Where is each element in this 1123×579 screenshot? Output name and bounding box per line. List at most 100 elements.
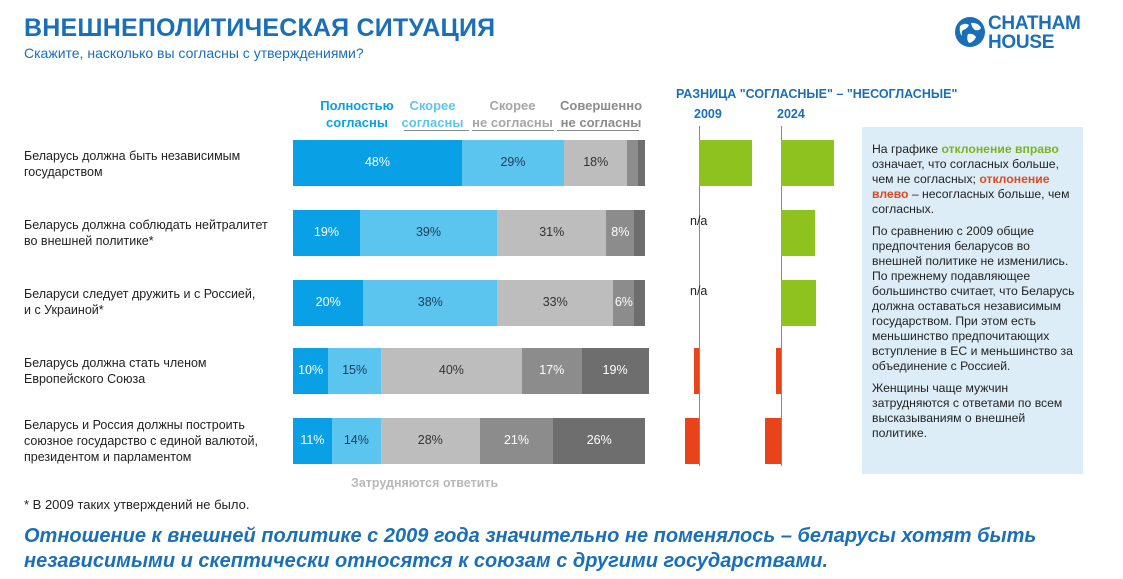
segment-value-label: 11% [300, 433, 325, 447]
segment-value-label: 33% [542, 295, 568, 309]
row-label-line: президентом и парламентом [24, 450, 192, 464]
difference-bar-positive [781, 280, 817, 326]
stacked-bar-row-2: 19% 39% 31% 8% [293, 210, 645, 256]
segment-value-label: 21% [503, 433, 530, 447]
stacked-bar-row-1: 48% 29% 18% [293, 140, 645, 186]
segment-value-label: 19% [313, 225, 339, 239]
segment-fully-agree: 20% [293, 280, 364, 326]
segment-rather-disagree: 33% [497, 280, 614, 326]
header-rather-agree: Скорее согласны [395, 97, 470, 131]
row-label-line: Беларусь должна быть независимым [24, 149, 241, 163]
segment-fully-disagree: 6% [613, 280, 635, 326]
header-fully-disagree: Совершенно не согласны [555, 97, 647, 131]
segment-value-label: 19% [602, 363, 628, 377]
header-underline [557, 130, 639, 131]
segment-value-label: 6% [614, 295, 633, 309]
row-label-line: Европейского Союза [24, 372, 146, 386]
logo-text: CHATHAM HOUSE [988, 14, 1081, 52]
row-label-independence: Беларусь должна быть независимым государ… [24, 148, 289, 180]
row-label-eu: Беларусь должна стать членом Европейског… [24, 355, 289, 387]
segment-rather-disagree: 31% [497, 210, 607, 256]
conclusion-text: Отношение к внешней политике с 2009 года… [24, 525, 1037, 572]
page-title: ВНЕШНЕПОЛИТИЧЕСКАЯ СИТУАЦИЯ [24, 14, 496, 42]
header-fully-agree: Полностью согласны [312, 97, 402, 131]
year-label-2024: 2024 [777, 107, 805, 121]
segment-value-label: 20% [315, 295, 341, 309]
explanation-box: На графике отклонение вправо означает, ч… [862, 127, 1083, 474]
segment-fully-disagree [627, 140, 638, 186]
difference-bar-negative [776, 348, 781, 394]
segment-fully-agree: 48% [293, 140, 462, 186]
row-label-union-state: Беларусь и Россия должны построить союзн… [24, 417, 289, 465]
segment-fully-disagree: 17% [521, 348, 582, 394]
chatham-house-logo: CHATHAM HOUSE [954, 14, 1094, 58]
segment-fully-agree: 19% [293, 210, 360, 256]
header-rather-disagree: Скорее не согласны [470, 97, 555, 131]
segment-value-label: 31% [539, 225, 565, 239]
note-text: означает, что согласных больше, чем не с… [872, 157, 1059, 186]
logo-line-1: CHATHAM [988, 13, 1081, 34]
segment-fully-agree: 10% [293, 348, 329, 394]
header-underline [404, 130, 469, 131]
header-fully-agree-line-2: согласны [326, 115, 388, 130]
header-underline [472, 130, 554, 131]
segment-value-label: 8% [611, 225, 630, 239]
header-fully-disagree-line-1: Совершенно [559, 98, 643, 113]
row-label-line: и с Украиной* [24, 303, 104, 317]
stacked-bar-row-3: 20% 38% 33% 6% [293, 280, 645, 326]
difference-bar-negative [764, 418, 781, 464]
footnote: * В 2009 таких утверждений не было. [24, 497, 250, 512]
segment-rather-agree: 39% [359, 210, 498, 256]
explanation-paragraph: На графике отклонение вправо означает, ч… [872, 142, 1075, 217]
page-subtitle: Скажите, насколько вы согласны с утвержд… [24, 45, 364, 61]
segment-rather-agree: 29% [461, 140, 565, 186]
segment-dont-know [634, 280, 645, 326]
difference-bar-negative [694, 348, 699, 394]
globe-icon [955, 17, 985, 47]
not-available-label: n/a [690, 284, 708, 298]
header-rather-agree-line-1: Скорее [409, 98, 456, 113]
segment-value-label: 28% [417, 433, 443, 447]
segment-rather-agree: 14% [331, 418, 381, 464]
difference-bar-negative [684, 418, 699, 464]
segment-value-label: 48% [364, 155, 390, 169]
segment-value-label: 39% [415, 225, 442, 239]
difference-chart-title: РАЗНИЦА "СОГЛАСНЫЕ" – "НЕСОГЛАСНЫЕ" [676, 87, 958, 101]
header-fully-disagree-line-2: не согласны [560, 115, 642, 130]
segment-dont-know [634, 210, 645, 256]
segment-value-label: 18% [583, 155, 609, 169]
segment-fully-disagree: 21% [479, 418, 554, 464]
row-label-line: во внешней политике* [24, 234, 154, 248]
stacked-bar-row-4: 10% 15% 40% 17% 19% [293, 348, 649, 394]
segment-value-label: 10% [298, 363, 324, 377]
segment-value-label: 17% [539, 363, 565, 377]
header-fully-agree-line-1: Полностью [320, 98, 394, 113]
segment-dont-know [637, 140, 645, 186]
row-label-line: Беларусь должна соблюдать нейтралитет [24, 218, 268, 232]
not-available-label: n/a [690, 214, 708, 228]
segment-rather-agree: 15% [328, 348, 381, 394]
segment-value-label: 14% [343, 433, 369, 447]
difference-bar-positive [699, 140, 753, 186]
explanation-paragraph: Женщины чаще мужчин затрудняются с ответ… [872, 381, 1063, 440]
header-rather-disagree-line-2: не согласны [472, 115, 553, 130]
segment-dont-know: 19% [581, 348, 649, 394]
segment-rather-agree: 38% [363, 280, 498, 326]
note-highlight-right: отклонение вправо [941, 142, 1059, 156]
segment-rather-disagree: 40% [381, 348, 522, 394]
logo-line-2: HOUSE [988, 32, 1055, 53]
note-highlight-left: отклонение влево [872, 172, 1050, 201]
segment-rather-disagree: 28% [381, 418, 480, 464]
row-label-line: Беларусь и Россия должны построить [24, 418, 245, 432]
row-label-line: союзное государство с единой валютой, [24, 434, 258, 448]
row-label-friendship: Беларуси следует дружить и с Россией, и … [24, 286, 289, 318]
difference-bar-positive [781, 210, 816, 256]
row-label-line: Беларусь должна стать членом [24, 356, 207, 370]
year-label-2009: 2009 [694, 107, 722, 121]
note-text: – несогласных больше, чем согласных. [872, 187, 1070, 216]
segment-value-label: 29% [500, 155, 526, 169]
dont-know-legend-label: Затрудняются ответить [351, 476, 499, 490]
row-label-line: Беларуси следует дружить и с Россией, [24, 287, 256, 301]
segment-value-label: 40% [438, 363, 464, 377]
axis-2009 [699, 126, 700, 466]
